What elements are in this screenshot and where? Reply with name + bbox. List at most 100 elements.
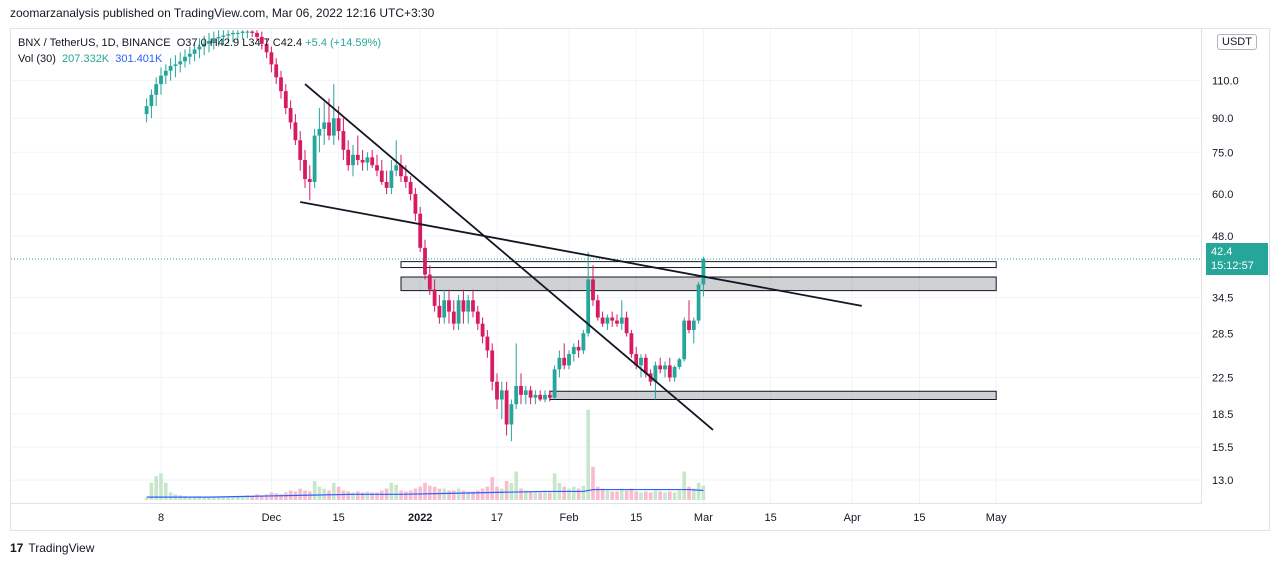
volume-bar [653, 490, 658, 500]
candle [355, 154, 360, 160]
chart-legend: BNX / TetherUS, 1D, BINANCE O37.0 H42.9 … [18, 35, 381, 67]
candle [600, 317, 605, 324]
candle [331, 118, 336, 136]
candle [168, 65, 173, 71]
volume-bar [658, 491, 662, 500]
symbol-title[interactable]: BNX / TetherUS, 1D, BINANCE [18, 37, 171, 49]
volume-bar [380, 490, 384, 500]
brand-name: TradingView [28, 541, 95, 555]
volume-bar [490, 477, 494, 500]
price-tick-label: 34.5 [1212, 293, 1233, 305]
candle [154, 84, 159, 95]
candle [187, 53, 192, 57]
volume-bar [548, 492, 552, 500]
volume-bar [317, 486, 322, 500]
volume-bar [620, 488, 624, 500]
candle [202, 43, 207, 47]
volume-bar [682, 471, 686, 500]
volume-bar [677, 490, 682, 500]
volume-bar [164, 482, 168, 500]
price-tick-label: 13.0 [1212, 475, 1233, 487]
tradingview-logo-icon: 17 [10, 541, 24, 555]
price-tick-label: 60.0 [1212, 189, 1233, 201]
volume-bar [360, 492, 365, 500]
candle [159, 75, 163, 85]
candle [317, 128, 322, 136]
volume-bar [543, 491, 547, 500]
volume-bar [624, 490, 629, 500]
candle [624, 317, 629, 334]
volume-bar [576, 488, 581, 500]
ohlc-low: L34.7 [242, 37, 270, 49]
volume-bar [495, 486, 499, 500]
candle [610, 317, 615, 321]
candle [231, 32, 235, 35]
candle [514, 385, 519, 405]
volume-bar [648, 492, 653, 500]
candle [591, 279, 595, 301]
candle [192, 49, 197, 54]
falling-wedge-upper [304, 83, 714, 431]
volume-bar [567, 488, 571, 500]
candle [538, 394, 543, 400]
volume-bar [696, 482, 701, 500]
candle [451, 311, 456, 324]
volume-bar [524, 490, 528, 500]
candle [207, 40, 211, 44]
time-tick-label: 17 [491, 512, 503, 524]
candle [370, 157, 375, 166]
chart-frame [10, 28, 1270, 531]
candle [456, 300, 461, 324]
candle [255, 32, 259, 37]
candle [307, 179, 312, 182]
ohlc-open: O37.0 [176, 37, 207, 49]
time-tick-label: Mar [694, 512, 713, 524]
volume-bar [471, 491, 475, 500]
candle [595, 300, 600, 318]
candle [576, 346, 581, 351]
volume-bar [216, 497, 221, 500]
candle [447, 300, 451, 312]
candle [504, 390, 509, 425]
volume-bar [466, 491, 470, 500]
currency-badge[interactable]: USDT [1217, 34, 1257, 50]
candle [144, 106, 149, 115]
volume-bars [144, 409, 706, 500]
candle [485, 336, 490, 351]
descending-support-line [300, 201, 862, 307]
candle [619, 317, 624, 324]
volume-bar [346, 491, 350, 500]
candle [423, 247, 427, 275]
volume-bar [692, 488, 696, 500]
time-tick-label: 15 [913, 512, 925, 524]
volume-bar [298, 488, 302, 500]
volume-bar [183, 496, 187, 500]
footer-branding[interactable]: 17 TradingView [10, 541, 94, 555]
volume-bar [351, 492, 355, 500]
volume-bar [687, 486, 691, 500]
volume-bar [615, 491, 619, 500]
candle [533, 394, 538, 398]
candle [240, 31, 245, 33]
candle [293, 122, 298, 141]
volume-bar [591, 466, 595, 500]
volume-bar [586, 409, 590, 500]
price-tick-label: 90.0 [1212, 113, 1233, 125]
candle [288, 108, 293, 123]
volume-bar [404, 491, 408, 500]
volume-bar [274, 493, 278, 500]
volume-bar [500, 488, 504, 500]
candle [701, 258, 706, 285]
volume-label[interactable]: Vol (30) [18, 53, 56, 65]
volume-bar [188, 497, 192, 500]
candle [562, 357, 567, 366]
candle [298, 140, 303, 160]
candle [418, 213, 423, 248]
time-tick-label: Feb [560, 512, 579, 524]
volume-bar [437, 488, 442, 500]
candle [543, 394, 547, 400]
volume-bar [423, 482, 427, 500]
volume-bar [312, 481, 317, 500]
legend-volume-row: Vol (30) 207.332K 301.401K [18, 51, 381, 67]
